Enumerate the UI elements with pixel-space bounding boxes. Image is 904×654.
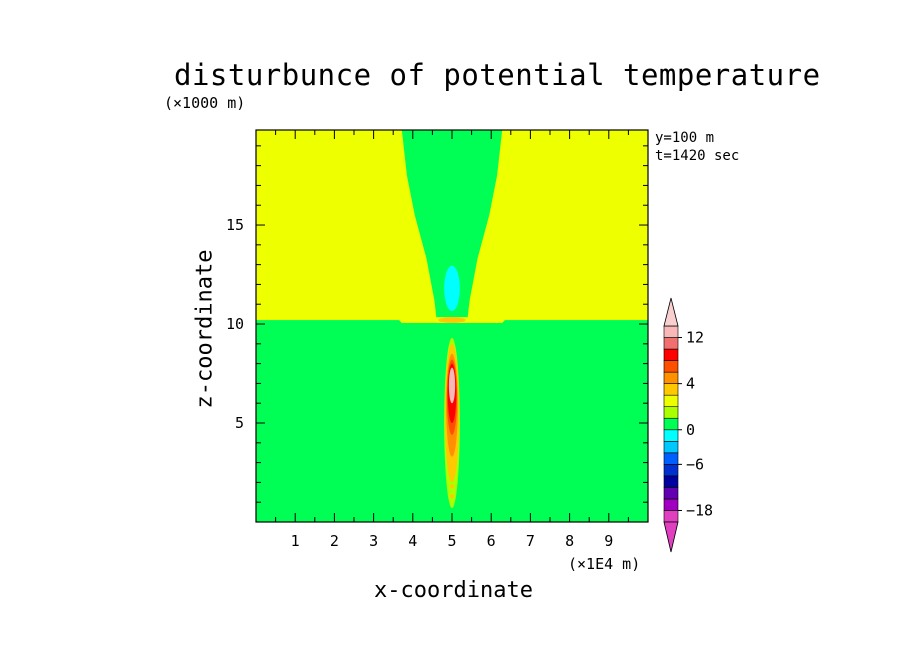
annotation-y-slice: y=100 m: [655, 130, 715, 146]
colorbar-level: [663, 464, 679, 477]
plume-contour-5: [448, 367, 456, 404]
colorbar-level: [663, 440, 679, 454]
plume-dot-0: [450, 474, 454, 479]
colorbar-level: [663, 383, 679, 396]
colorbar-level: [663, 498, 679, 511]
colorbar-level: [663, 337, 679, 350]
colorbar-level: [663, 406, 679, 419]
colorbar-extend-min: [663, 521, 679, 553]
chart-title: disturbunce of potential temperature: [174, 58, 821, 92]
colorbar-level: [663, 475, 679, 488]
colorbar-tick-label: −6: [686, 455, 704, 473]
colorbar-level: [663, 429, 679, 442]
colorbar-tick-label: −18: [686, 501, 713, 519]
colorbar-level: [663, 360, 679, 373]
x-tick-label: 3: [369, 532, 378, 550]
colorbar-level: [663, 487, 679, 500]
colorbar-extend-max: [663, 297, 679, 327]
colorbar-level: [663, 452, 679, 465]
colorbar: 12 4 0 −6 −18: [663, 297, 713, 553]
colorbar-tick-label: 4: [686, 375, 695, 393]
y-tick-label: 5: [235, 414, 244, 432]
annotation-time: t=1420 sec: [655, 148, 740, 164]
y-tick-label: 15: [226, 216, 244, 234]
y-axis-unit: (×1000 m): [164, 94, 246, 112]
colorbar-level: [663, 325, 679, 338]
y-tick-label: 10: [226, 315, 244, 333]
colorbar-level: [663, 417, 679, 431]
x-tick-label: 5: [447, 532, 456, 550]
region-cool-anomaly: [444, 265, 460, 312]
colorbar-level: [663, 510, 679, 523]
x-tick-label: 8: [565, 532, 574, 550]
colorbar-tick-label: 0: [686, 421, 695, 439]
x-tick-label: 6: [487, 532, 496, 550]
interface-blip: [438, 317, 466, 324]
x-tick-label: 7: [526, 532, 535, 550]
plume-dot-1: [450, 484, 454, 489]
region-central-column: [401, 130, 503, 318]
x-tick-label: 9: [604, 532, 613, 550]
x-tick-label: 4: [408, 532, 417, 550]
plot-axes: 1 2 3 4 5 6 7 8 9 5 10 15: [226, 129, 649, 550]
colorbar-level: [663, 394, 679, 408]
x-tick-label: 2: [330, 532, 339, 550]
plume-dot-2: [450, 494, 454, 499]
x-axis-unit: (×1E4 m): [568, 555, 641, 573]
colorbar-level: [663, 371, 679, 384]
colorbar-level: [663, 348, 679, 361]
contour-field: [256, 130, 648, 522]
x-tick-label: 1: [291, 532, 300, 550]
colorbar-tick-label: 12: [686, 329, 704, 347]
x-axis-label: x-coordinate: [374, 578, 533, 603]
